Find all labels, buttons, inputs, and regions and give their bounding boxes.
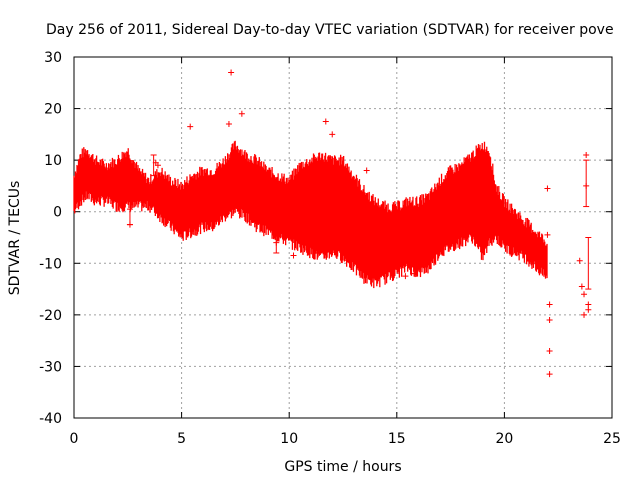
outlier-point	[411, 270, 418, 277]
outlier-point	[225, 121, 232, 128]
plot-area-frame	[73, 56, 613, 419]
x-tick-label: 25	[603, 431, 621, 447]
outlier-point	[546, 301, 553, 308]
x-axis-label: GPS time / hours	[284, 459, 401, 475]
outlier-point	[576, 257, 583, 264]
y-tick-label: 20	[44, 102, 62, 118]
outlier-point	[581, 311, 588, 318]
outlier-point	[228, 69, 235, 76]
outlier-point	[546, 347, 553, 354]
y-tick-label: 10	[44, 153, 62, 169]
outlier-point	[363, 167, 370, 174]
y-tick-label: 0	[53, 205, 62, 221]
outlier-point	[581, 291, 588, 298]
y-axis-label: SDTVAR / TECUs	[7, 181, 23, 296]
outlier-point	[544, 231, 551, 238]
outlier-point	[273, 239, 280, 246]
outlier-point	[546, 317, 553, 324]
x-tick-label: 20	[495, 431, 513, 447]
outlier-point	[583, 151, 590, 158]
x-tick-label: 15	[388, 431, 406, 447]
y-tick-label: -40	[39, 411, 62, 427]
tick-layer: 0 5 10 15 20 25 -40 -30 -20 -10 0 10 20 30	[39, 50, 621, 447]
outlier-point	[238, 110, 245, 117]
x-tick-label: 10	[280, 431, 298, 447]
outlier-point	[402, 273, 409, 280]
x-tick-label: 5	[177, 431, 186, 447]
outlier-point	[322, 118, 329, 125]
outlier-point	[290, 252, 297, 259]
outlier-point	[544, 185, 551, 192]
outlier-point	[585, 306, 592, 313]
outlier-point	[585, 301, 592, 308]
outlier-point	[583, 182, 590, 189]
x-tick-label: 0	[70, 431, 79, 447]
y-tick-label: -10	[39, 256, 62, 272]
y-tick-label: -20	[39, 308, 62, 324]
data-layer	[73, 69, 592, 378]
outlier-point	[126, 221, 133, 228]
outlier-point	[329, 131, 336, 138]
outlier-point	[187, 123, 194, 130]
outlier-point	[316, 249, 323, 256]
y-tick-label: 30	[44, 50, 62, 66]
outlier-point	[154, 162, 161, 169]
outlier-point	[546, 371, 553, 378]
y-tick-label: -30	[39, 359, 62, 375]
outlier-point	[578, 283, 585, 290]
chart-title: Day 256 of 2011, Sidereal Day-to-day VTE…	[46, 22, 614, 38]
